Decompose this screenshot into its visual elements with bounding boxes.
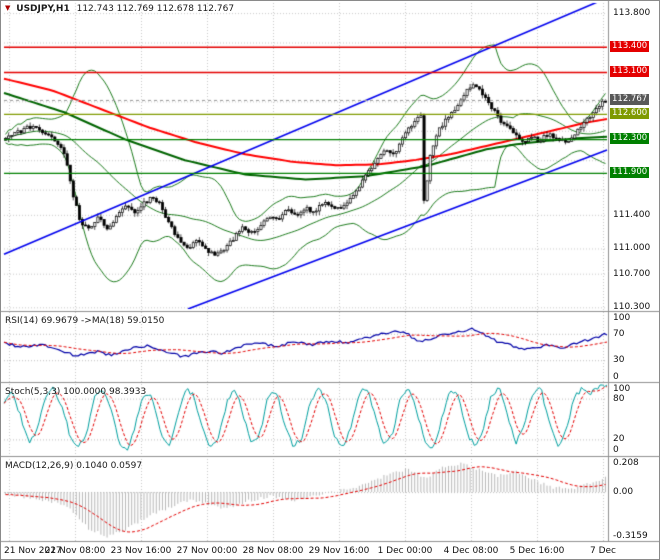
chart-title: ▼ USDJPY,H1 112.743 112.769 112.678 112.… xyxy=(5,4,234,14)
rsi-indicator-title: RSI(14) 69.9679 ->MA(18) 59.0150 xyxy=(5,316,165,326)
symbol-marker-icon: ▼ xyxy=(5,4,11,12)
symbol-timeframe-label: USDJPY,H1 xyxy=(16,4,70,14)
ohlc-values: 112.743 112.769 112.678 112.767 xyxy=(76,4,235,14)
macd-indicator-title: MACD(12,26,9) 0.1040 0.0597 xyxy=(5,461,143,471)
stochastic-indicator-title: Stoch(5,3,3) 100.0000 98.3933 xyxy=(5,387,147,397)
